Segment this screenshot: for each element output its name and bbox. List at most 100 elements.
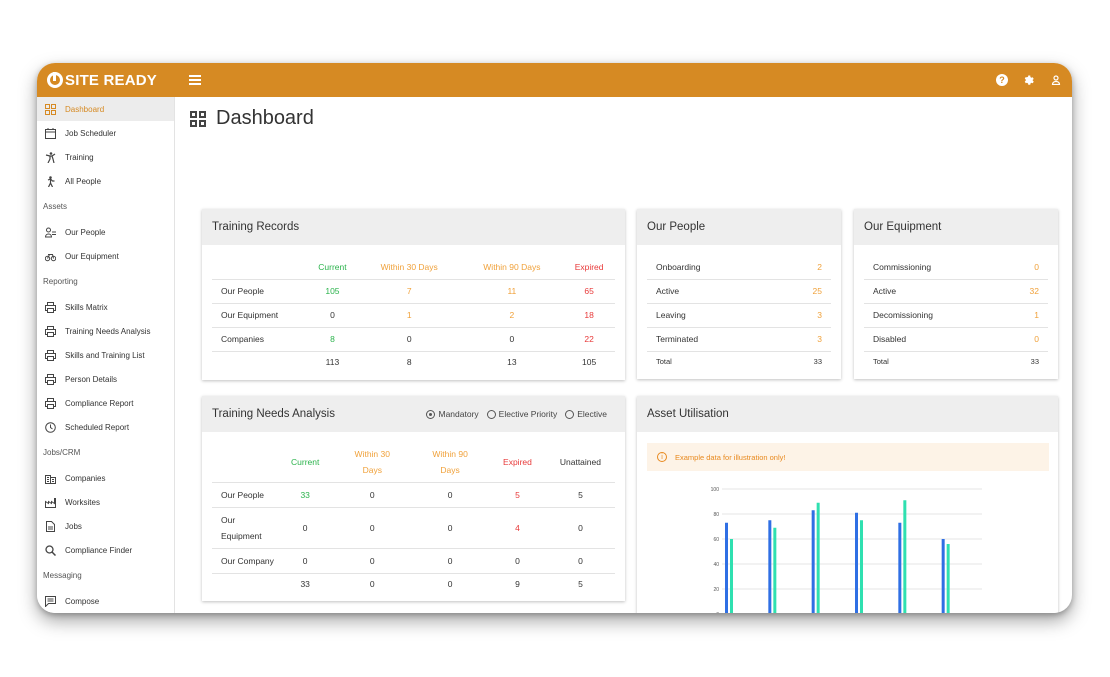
- sidebar-item-scheduled-report[interactable]: Scheduled Report: [37, 415, 174, 439]
- row-label: Commissioning: [873, 261, 932, 272]
- bar-our-people: [941, 539, 945, 613]
- factory-icon: [45, 497, 56, 508]
- print-icon: [45, 397, 56, 409]
- column-header: Expired: [503, 456, 532, 467]
- tna-filter-radios: Mandatory Elective Priority Elective: [418, 409, 607, 419]
- logo[interactable]: SITE READY: [47, 72, 157, 89]
- table-cell: 105: [307, 278, 358, 303]
- sidebar-item-companies[interactable]: Companies: [37, 466, 174, 490]
- row-value: 1: [1009, 302, 1048, 327]
- sidebar-item-our-people[interactable]: Our People: [37, 220, 174, 244]
- bar-our-people: [811, 510, 815, 613]
- print-icon: [45, 325, 56, 337]
- row-value: 32: [1009, 278, 1048, 303]
- radio-button-icon[interactable]: [486, 409, 496, 419]
- row-label: Companies: [212, 326, 307, 351]
- total-cell: 0: [333, 572, 412, 595]
- row-label: Active: [864, 278, 1010, 303]
- column-header: Within 90 Days: [432, 448, 468, 475]
- sidebar-item-worksites[interactable]: Worksites: [37, 490, 174, 514]
- table-cell: 0: [545, 547, 615, 573]
- radio-label: Elective Priority: [498, 409, 558, 419]
- page-title-text: Dashboard: [216, 107, 314, 129]
- column-header: Within 30 Days: [354, 448, 390, 475]
- table-cell: 5: [489, 481, 546, 507]
- help-icon[interactable]: ?: [996, 74, 1008, 86]
- table-row: Our Equipment 0 0 0 4 0: [212, 506, 615, 548]
- sidebar-item-label: Training Needs Analysis: [65, 326, 151, 336]
- nav-section-jobs: Jobs/CRM: [43, 448, 81, 457]
- bar-our-people: [768, 520, 772, 613]
- logo-text: SITE READY: [65, 71, 158, 89]
- logo-mark-icon: [47, 72, 63, 88]
- sidebar-item-jobs[interactable]: Jobs: [37, 514, 174, 538]
- totals-row: Total 33: [647, 350, 831, 371]
- table-row: Active 32: [864, 278, 1048, 303]
- row-value: 0: [1009, 326, 1048, 351]
- table-row: Our People 33 0 0 5 5: [212, 481, 615, 507]
- table-cell: 4: [489, 506, 546, 548]
- table-cell: 0: [545, 506, 615, 548]
- radio-elective[interactable]: Elective: [565, 409, 607, 419]
- nav-section-assets: Assets: [43, 202, 68, 211]
- bar-our-people: [898, 522, 902, 613]
- sidebar-item-person-details[interactable]: Person Details: [37, 367, 174, 391]
- sidebar-item-label: Person Details: [65, 374, 118, 384]
- radio-button-icon[interactable]: [426, 409, 436, 419]
- dashboard-icon: [45, 103, 56, 115]
- gear-icon[interactable]: [1023, 74, 1035, 86]
- radio-mandatory[interactable]: Mandatory: [426, 409, 479, 419]
- table-row: Leaving 3: [647, 302, 831, 327]
- sidebar-item-skills-matrix[interactable]: Skills Matrix: [37, 295, 174, 319]
- sidebar-item-our-equipment[interactable]: Our Equipment: [37, 244, 174, 268]
- total-cell: 8: [357, 350, 461, 373]
- print-icon: [45, 301, 56, 313]
- sidebar-item-label: Companies: [65, 473, 106, 483]
- sidebar-item-training[interactable]: Training: [37, 145, 174, 169]
- message-icon: [45, 595, 56, 607]
- column-header: Current: [291, 456, 320, 467]
- card-title: Our Equipment: [854, 209, 1058, 245]
- row-label: Decomissioning: [864, 302, 1010, 327]
- row-value: 3: [783, 302, 831, 327]
- table-row: Commissioning 0: [864, 255, 1048, 279]
- table-cell: 0: [411, 506, 490, 548]
- table-cell: 0: [411, 547, 490, 573]
- sidebar-item-all-people[interactable]: All People: [37, 169, 174, 193]
- radio-elective-priority[interactable]: Elective Priority: [486, 409, 558, 419]
- row-label: Our Company: [212, 547, 277, 573]
- table-row: Onboarding 2: [647, 255, 831, 279]
- table-row: Decomissioning 1: [864, 302, 1048, 327]
- table-cell: 0: [333, 481, 412, 507]
- building-icon: [45, 473, 56, 484]
- calendar-icon: [45, 127, 56, 139]
- sidebar-item-compliance-report[interactable]: Compliance Report: [37, 391, 174, 415]
- sidebar: Dashboard Job Scheduler Training All People…: [37, 97, 175, 613]
- y-tick-label: 80: [713, 512, 719, 518]
- sidebar-item-training-needs-analysis[interactable]: Training Needs Analysis: [37, 319, 174, 343]
- table-cell: 2: [460, 302, 564, 327]
- sidebar-item-compliance-finder[interactable]: Compliance Finder: [37, 538, 174, 562]
- sidebar-item-label: Compliance Report: [65, 398, 134, 408]
- table-cell: 8: [307, 326, 358, 351]
- menu-icon[interactable]: [189, 75, 202, 85]
- user-icon[interactable]: [1050, 74, 1062, 86]
- sidebar-item-dashboard[interactable]: Dashboard: [37, 97, 174, 121]
- radio-button-icon[interactable]: [565, 409, 575, 419]
- radio-label: Mandatory: [438, 409, 479, 419]
- row-label: Our Equipment: [212, 302, 307, 327]
- row-value: 25: [783, 278, 831, 303]
- column-header: Current: [318, 261, 347, 272]
- column-header: Within 90 Days: [483, 261, 541, 272]
- our-equipment-card: Our Equipment Commissioning 0 Active 32 Deco…: [854, 209, 1058, 379]
- row-value: 2: [817, 261, 822, 272]
- dashboard-icon: [190, 110, 206, 127]
- nav-section-reporting: Reporting: [43, 277, 78, 286]
- sidebar-item-compose[interactable]: Compose: [37, 589, 174, 613]
- sidebar-item-job-scheduler[interactable]: Job Scheduler: [37, 121, 174, 145]
- sidebar-item-skills-and-training-list[interactable]: Skills and Training List: [37, 343, 174, 367]
- notice-text: Example data for illustration only!: [675, 452, 786, 462]
- card-title: Asset Utilisation: [637, 396, 1058, 432]
- row-label: Terminated: [647, 326, 784, 351]
- sidebar-item-label: Job Scheduler: [65, 128, 117, 138]
